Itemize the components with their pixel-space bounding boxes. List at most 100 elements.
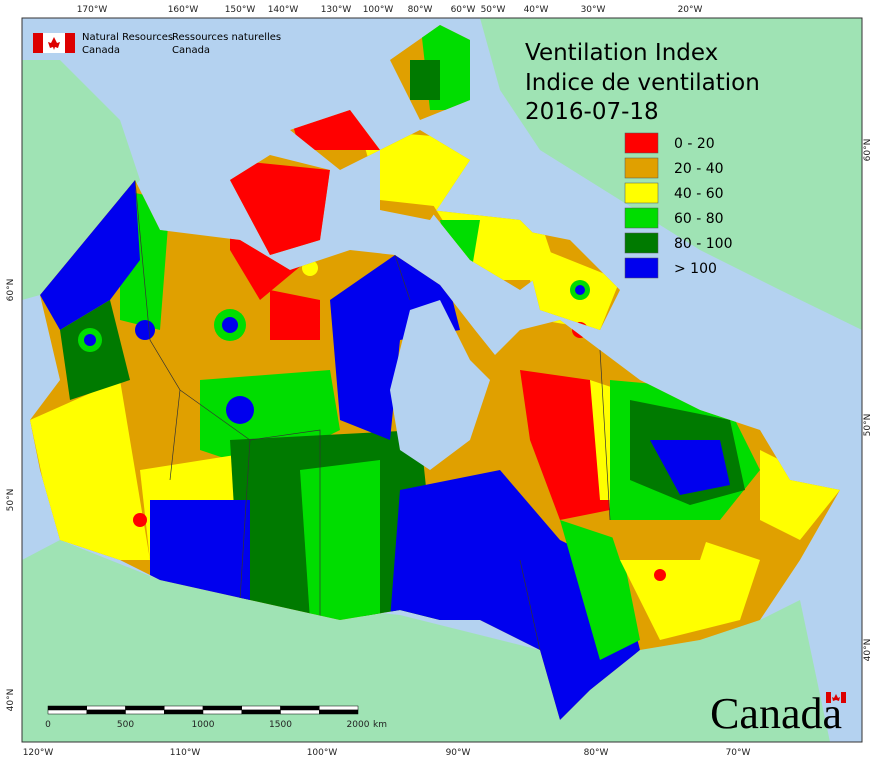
logo-text: Canada: [172, 45, 210, 56]
maple-leaf: [48, 37, 60, 50]
index-zone: [650, 440, 730, 495]
index-spot: [575, 285, 585, 295]
latitude-label: 50°N: [6, 489, 16, 512]
longitude-label: 80°W: [584, 748, 609, 758]
scale-segment: [202, 705, 242, 711]
longitude-label: 150°W: [225, 5, 256, 15]
legend-label: 60 - 80: [674, 211, 724, 227]
flag-bar: [33, 33, 43, 53]
logo-text: Natural Resources: [82, 32, 173, 43]
longitude-label: 130°W: [321, 5, 352, 15]
scale-label: 2000: [347, 720, 370, 730]
greenland: [480, 18, 862, 330]
latitude-label: 50°N: [863, 414, 873, 437]
united-states: [22, 540, 830, 742]
logo-text: Canada: [82, 45, 120, 56]
index-spot: [222, 317, 238, 333]
index-zone: [270, 290, 320, 340]
scale-segment: [280, 709, 320, 715]
longitude-label: 90°W: [446, 748, 471, 758]
index-zone: [620, 540, 760, 640]
alaska: [22, 60, 140, 300]
longitude-label: 70°W: [726, 748, 751, 758]
wordmark-flag: [826, 692, 846, 703]
legend-label: 20 - 40: [674, 161, 724, 177]
wordmark: Canada: [710, 689, 842, 738]
scale-segment: [125, 705, 165, 711]
index-spot: [133, 513, 147, 527]
maple-leaf: [832, 694, 840, 701]
legend-swatch: [624, 257, 659, 279]
flag-bar: [826, 692, 831, 703]
logo: Natural Resources Canada Ressources natu…: [33, 32, 281, 56]
longitude-label: 40°W: [524, 5, 549, 15]
longitude-label: 140°W: [268, 5, 299, 15]
title: Indice de ventilation: [525, 70, 760, 96]
index-zone: [300, 460, 380, 620]
longitude-label: 80°W: [408, 5, 433, 15]
index-spot: [84, 334, 96, 346]
scale-segment: [125, 709, 165, 715]
legend-label: 80 - 100: [674, 236, 733, 252]
scale-segment: [241, 709, 281, 715]
legend-swatch: [624, 232, 659, 254]
scale-segment: [47, 709, 87, 715]
latitude-label: 60°N: [863, 139, 873, 162]
legend-label: > 100: [674, 261, 717, 277]
legend-label: 0 - 20: [674, 136, 715, 152]
scale-label: 1000: [192, 720, 215, 730]
index-zone: [230, 160, 330, 300]
legend-swatch: [624, 182, 659, 204]
index-zone: [760, 450, 840, 540]
date: 2016-07-18: [525, 99, 659, 125]
index-zone: [360, 130, 480, 210]
scale-segment: [86, 705, 126, 711]
latitude-label: 40°N: [6, 689, 16, 712]
index-zone: [40, 180, 140, 330]
longitude-label: 170°W: [77, 5, 108, 15]
longitude-label: 30°W: [581, 5, 606, 15]
scale-segment: [202, 709, 242, 715]
index-zone: [520, 370, 610, 520]
border: [134, 179, 611, 651]
index-spot: [135, 320, 155, 340]
scale-segment: [164, 705, 204, 711]
legend-swatch: [624, 157, 659, 179]
scale-segment: [319, 709, 359, 715]
scale-segment: [241, 705, 281, 711]
hudson-bay: [390, 300, 490, 470]
longitude-label: 50°W: [481, 5, 506, 15]
index-zone: [520, 240, 620, 330]
scale-label: 0: [45, 720, 51, 730]
title: Ventilation Index: [525, 40, 718, 66]
logo-text: Ressources naturelles: [172, 32, 281, 43]
index-zone: [390, 470, 640, 720]
scale-segment: [86, 709, 126, 715]
longitude-label: 100°W: [363, 5, 394, 15]
index-zone: [30, 380, 150, 560]
scale-unit: km: [373, 720, 387, 730]
index-zone: [330, 255, 460, 440]
index-zone: [150, 500, 250, 610]
longitude-label: 100°W: [307, 748, 338, 758]
longitude-label: 120°W: [23, 748, 54, 758]
latitude-label: 40°N: [863, 639, 873, 662]
index-zone: [410, 60, 440, 100]
legend-swatch: [624, 207, 659, 229]
longitude-label: 110°W: [170, 748, 201, 758]
scale-label: 500: [117, 720, 134, 730]
flag-bar: [65, 33, 75, 53]
scale-segment: [319, 705, 359, 711]
longitude-label: 160°W: [168, 5, 199, 15]
scale-segment: [280, 705, 320, 711]
map-frame: [21, 17, 863, 743]
legend-label: 40 - 60: [674, 186, 724, 202]
scale-segment: [47, 705, 87, 711]
index-spot: [226, 396, 254, 424]
longitude-label: 20°W: [678, 5, 703, 15]
legend-swatch: [624, 132, 659, 154]
scale-segment: [164, 709, 204, 715]
flag-bar: [841, 692, 846, 703]
index-spot: [654, 569, 666, 581]
